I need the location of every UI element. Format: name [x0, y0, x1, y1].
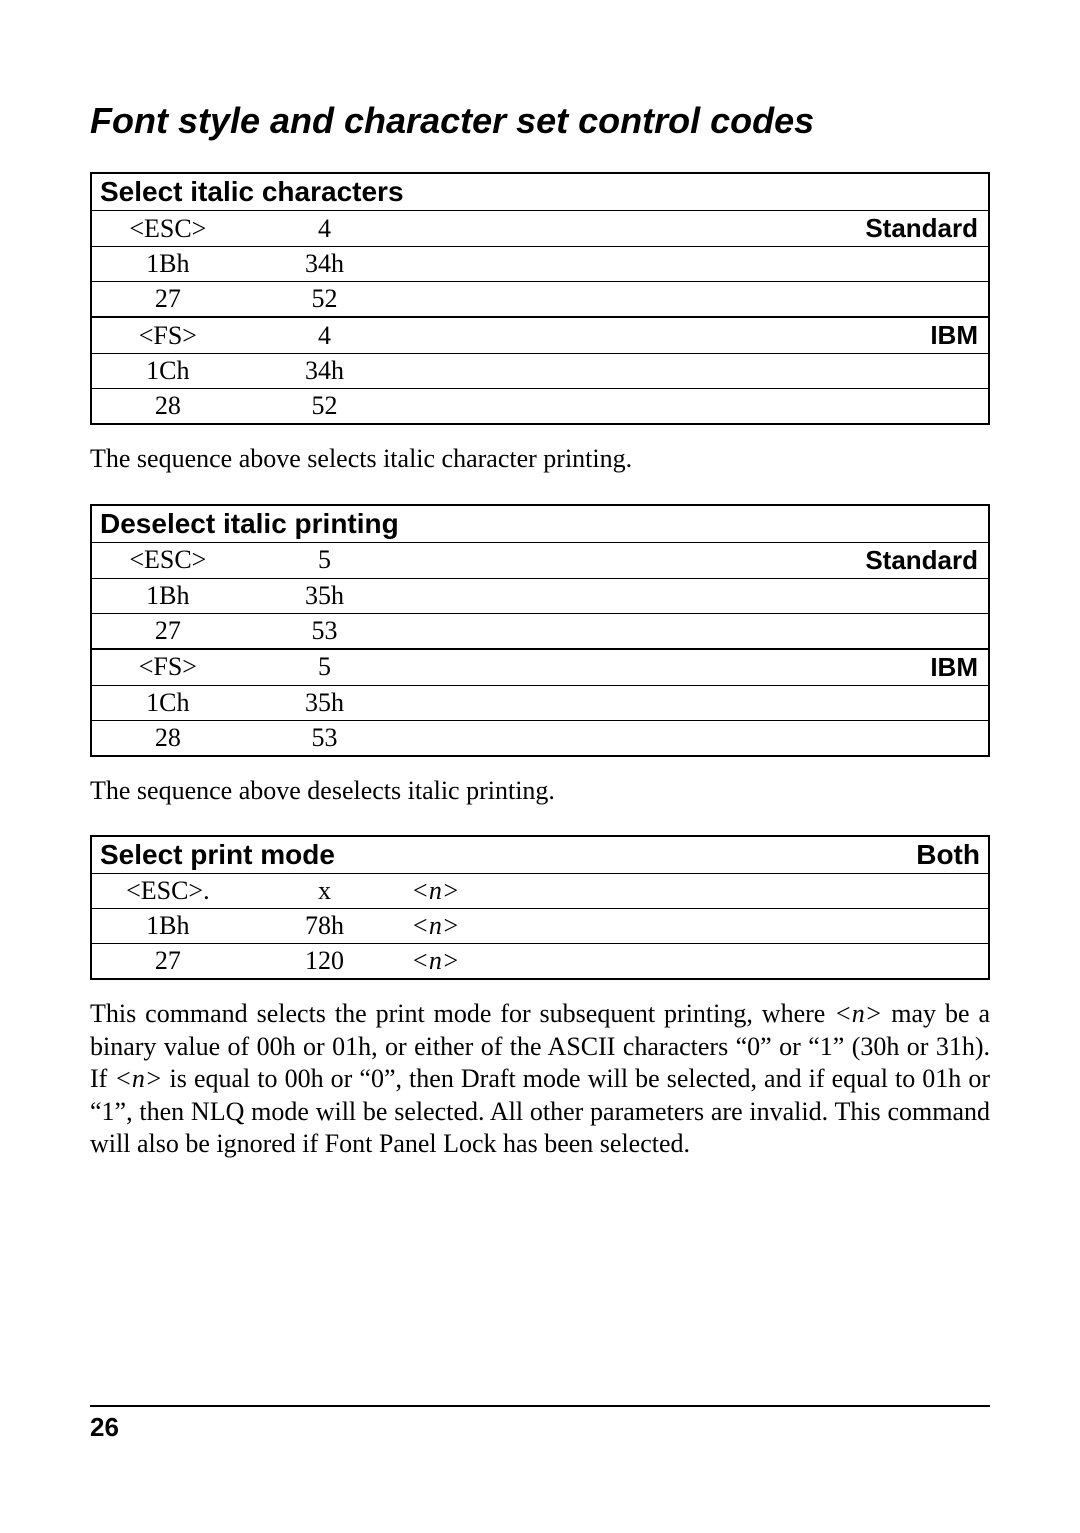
- cell: <FS>: [91, 317, 244, 354]
- mode-label: IBM: [930, 320, 978, 350]
- page-title: Font style and character set control cod…: [90, 100, 990, 142]
- cell: <n>: [411, 876, 459, 905]
- cell: 52: [244, 282, 406, 318]
- table-select-print-mode: Select print mode Both <ESC>. x <n> 1Bh …: [90, 835, 990, 980]
- mode-label: IBM: [930, 652, 978, 682]
- mode-label: Standard: [865, 545, 978, 575]
- table-header: Select italic characters: [91, 173, 989, 211]
- table-deselect-italic: Deselect italic printing <ESC> 5 Standar…: [90, 504, 990, 757]
- cell: 4: [244, 211, 406, 247]
- cell: 27: [91, 944, 244, 980]
- cell: 35h: [244, 685, 406, 720]
- cell: <ESC>: [91, 211, 244, 247]
- cell: 5: [244, 542, 406, 578]
- cell: 78h: [244, 909, 406, 944]
- table-select-italic: Select italic characters <ESC> 4 Standar…: [90, 172, 990, 425]
- table-header: Deselect italic printing: [91, 505, 989, 543]
- cell: <ESC>: [91, 542, 244, 578]
- cell: 1Ch: [91, 354, 244, 389]
- cell: <n>: [411, 911, 459, 940]
- cell: <ESC>.: [91, 874, 244, 909]
- cell: 1Bh: [91, 247, 244, 282]
- cell: 120: [244, 944, 406, 980]
- cell: 35h: [244, 578, 406, 613]
- cell: 1Ch: [91, 685, 244, 720]
- cell: <FS>: [91, 649, 244, 686]
- cell: 34h: [244, 354, 406, 389]
- cell: 1Bh: [91, 578, 244, 613]
- cell: 28: [91, 389, 244, 425]
- cell: <n>: [411, 946, 459, 975]
- cell: 28: [91, 720, 244, 756]
- footer-rule: 26: [90, 1405, 990, 1443]
- cell: 34h: [244, 247, 406, 282]
- cell: 53: [244, 613, 406, 649]
- mode-label: Standard: [865, 213, 978, 243]
- cell: 53: [244, 720, 406, 756]
- cell: 4: [244, 317, 406, 354]
- description: This command selects the print mode for …: [90, 998, 990, 1161]
- cell: 1Bh: [91, 909, 244, 944]
- cell: 5: [244, 649, 406, 686]
- cell: x: [244, 874, 406, 909]
- description: The sequence above selects italic charac…: [90, 443, 990, 476]
- cell: 27: [91, 282, 244, 318]
- mode-label: Both: [567, 836, 989, 874]
- cell: 27: [91, 613, 244, 649]
- page-number: 26: [90, 1412, 119, 1442]
- description: The sequence above deselects italic prin…: [90, 775, 990, 808]
- cell: 52: [244, 389, 406, 425]
- table-header: Select print mode: [91, 836, 567, 874]
